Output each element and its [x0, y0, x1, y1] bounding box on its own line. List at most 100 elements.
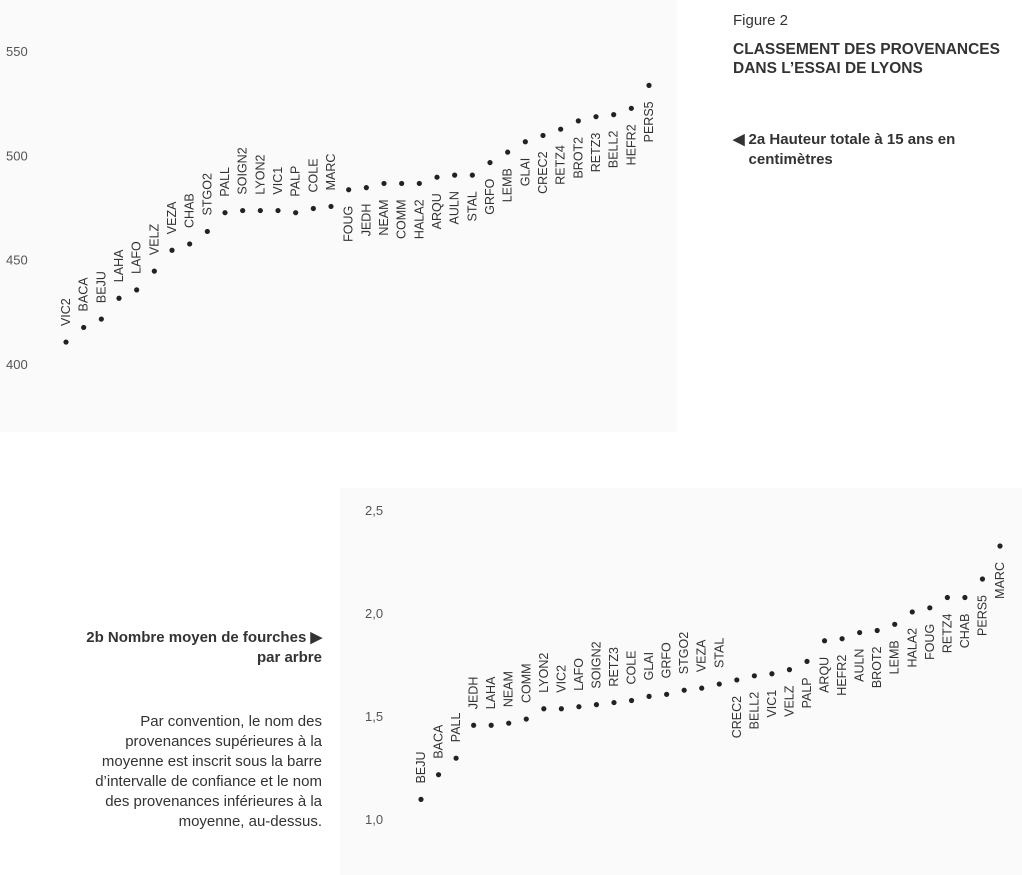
chart-2a-point: [452, 172, 458, 178]
chart-2a-point: [416, 180, 422, 187]
chart-2b-point-label: VIC2: [554, 665, 568, 693]
figure-title-line: CLASSEMENT DES PROVENANCES: [733, 41, 1000, 58]
chart-2a-point: [646, 82, 652, 88]
panel-2b-caption-line: par arbre: [256, 649, 322, 666]
chart-2b-point: [471, 722, 477, 728]
chart-2b-point-label: ARQU: [818, 657, 832, 693]
chart-2b-point-label: LYON2: [537, 653, 551, 693]
chart-2a-point: [469, 172, 475, 178]
chart-2b-point-label: GRFO: [660, 642, 674, 678]
figure-title: CLASSEMENT DES PROVENANCES DANS L’ESSAI …: [733, 40, 1018, 78]
chart-2b-point: [786, 667, 793, 673]
chart-2a-point: [593, 114, 599, 120]
chart-2a-point: [310, 205, 316, 212]
chart-2a-point-label: COLE: [306, 158, 320, 192]
chart-2a-point: [505, 149, 511, 155]
chart-2a-point: [363, 185, 369, 191]
chart-2a-point-label: GRFO: [483, 178, 497, 214]
chart-2a-point-label: BROT2: [571, 137, 585, 179]
chart-2b-point: [541, 706, 547, 712]
chart-2a-point-label: PERS5: [642, 101, 656, 142]
chart-2a-point-label: BACA: [77, 277, 91, 312]
chart-2b-point-label: LEMB: [888, 640, 902, 674]
chart-2a-point-label: RETZ4: [554, 145, 568, 185]
chart-2a-point-label: FOUG: [342, 206, 356, 242]
chart-2b-y-tick-label: 1,0: [365, 812, 383, 827]
chart-2b-point: [874, 627, 880, 634]
chart-2a-point: [98, 316, 104, 322]
chart-2a-point: [169, 247, 175, 253]
chart-2a-point-label: VEZA: [165, 201, 179, 234]
chart-2b-point: [839, 636, 845, 642]
chart-2b-point: [716, 681, 722, 687]
chart-2a-point: [399, 180, 405, 187]
chart-2a-point: [575, 118, 581, 124]
chart-2a-point: [134, 287, 140, 293]
chart-2b-point-label: LAHA: [484, 676, 498, 709]
chart-2a-point-label: CHAB: [183, 193, 197, 228]
chart-2b-point: [453, 755, 459, 761]
chart-2b-point: [488, 722, 494, 728]
chart-2b-point-label: RETZ4: [940, 613, 954, 653]
panel-2b-caption-line: 2b Nombre moyen de fourches ▶: [86, 629, 322, 646]
chart-2b-point: [734, 677, 740, 683]
chart-2b-point: [435, 772, 442, 778]
chart-2a-point: [116, 295, 122, 301]
chart-2a-point: [487, 159, 493, 166]
chart-2a-point-label: GLAI: [518, 158, 532, 187]
chart-2a-point: [257, 207, 263, 214]
chart-2b-point-label: COLE: [625, 650, 639, 684]
chart-2a-point-label: VELZ: [147, 223, 161, 255]
chart-2b-point-label: CHAB: [958, 614, 972, 649]
chart-2b-point: [576, 704, 582, 710]
panel-2b-caption: 2b Nombre moyen de fourches ▶ par arbre: [0, 628, 322, 668]
chart-2b-y-tick-label: 2,0: [365, 606, 383, 621]
chart-2a-panel: 400 450 500 550 VIC2 BACA BEJU LAHA LAFO VELZ VEZA…: [0, 0, 677, 432]
chart-2b-point-label: BELL2: [747, 692, 761, 730]
chart-2a-point-label: LYON2: [253, 154, 267, 194]
chart-2b-point-label: AULN: [853, 649, 867, 682]
chart-2a-point-label: MARC: [324, 154, 338, 191]
chart-2b-point-label: VELZ: [782, 685, 796, 717]
chart-2b-point-label: NEAM: [502, 671, 516, 707]
chart-2a-point: [151, 268, 157, 274]
chart-2b-point: [664, 691, 670, 697]
chart-2b-point: [418, 796, 424, 802]
chart-2b-point: [699, 685, 705, 691]
chart-2b-point: [628, 697, 635, 704]
chart-2a-y-tick-label: 500: [6, 148, 28, 163]
chart-2b-point: [821, 638, 828, 644]
chart-2a-y-tick-label: 450: [6, 253, 28, 268]
chart-2b-point: [892, 621, 898, 627]
chart-2a-point: [81, 324, 87, 331]
chart-2b-point: [523, 716, 529, 722]
chart-2b-point: [681, 687, 687, 693]
chart-2a-point-label: LAFO: [130, 241, 144, 274]
chart-2b-point: [611, 699, 617, 706]
chart-2b-point: [962, 594, 968, 601]
chart-2b-y-tick-label: 2,5: [365, 503, 383, 518]
figure-number: Figure 2: [733, 12, 789, 29]
chart-2a-point-label: STGO2: [200, 173, 214, 215]
chart-2b-point-label: STAL: [712, 638, 726, 668]
chart-2a-point: [558, 126, 564, 132]
chart-2b: 1,0 1,5 2,0 2,5 BEJU BACA PALL JEDH LAHA NEAM COMM…: [365, 503, 1007, 827]
chart-2a-point: [434, 174, 440, 180]
chart-2a-point-label: HEFR2: [624, 124, 638, 165]
chart-2a-point-label: ARQU: [430, 193, 444, 229]
chart-2a-point-label: VIC1: [271, 167, 285, 195]
chart-2a-point-label: HALA2: [412, 199, 426, 239]
chart-2a-point: [522, 139, 528, 145]
chart-2a-point: [611, 112, 617, 118]
chart-2a-point-label: STAL: [465, 191, 479, 221]
left-pointer-icon: ◀: [733, 131, 745, 148]
chart-2b-point-label: PALL: [449, 713, 463, 743]
chart-2b-point-label: COMM: [519, 663, 533, 703]
chart-2b-point: [751, 673, 757, 679]
chart-2a-point-label: NEAM: [377, 199, 391, 235]
chart-2b-point-label: JEDH: [467, 677, 481, 710]
chart-2b-point-label: SOIGN2: [589, 641, 603, 688]
chart-2b-point-label: GLAI: [642, 652, 656, 681]
chart-2a-point: [187, 241, 193, 247]
chart-2b-point: [646, 693, 652, 699]
